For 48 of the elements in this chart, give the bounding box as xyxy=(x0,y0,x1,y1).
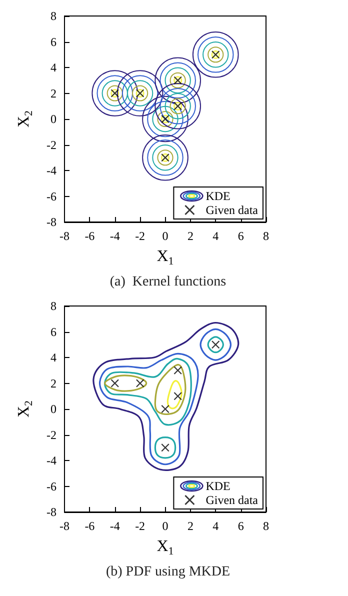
y-tick-label: -2 xyxy=(46,428,56,442)
y-tick-label: 8 xyxy=(50,9,56,23)
y-tick-label: 4 xyxy=(50,350,56,364)
x-tick-label: 2 xyxy=(187,519,194,533)
annotation: KDE xyxy=(206,479,230,493)
y-tick-label: -6 xyxy=(46,189,56,204)
y-tick-label: -6 xyxy=(46,479,56,494)
x-tick-label: -4 xyxy=(110,519,120,533)
y-tick-label: -2 xyxy=(46,138,56,152)
x-tick-label: -6 xyxy=(84,229,95,243)
x-tick-label: 6 xyxy=(238,229,244,243)
x-tick-label: 0 xyxy=(162,229,168,243)
annotation: KDE xyxy=(206,189,230,203)
y-axis-title: X2 xyxy=(16,110,35,128)
x-tick-label: 8 xyxy=(263,229,269,243)
point xyxy=(110,379,119,388)
legend-label: Given data xyxy=(206,493,259,507)
x-tick-label: 8 xyxy=(263,519,269,533)
y-tick-label: 2 xyxy=(50,376,56,390)
x-tick-label: -6 xyxy=(84,519,95,533)
x-tick-label: 6 xyxy=(238,519,244,533)
y-tick-label: 0 xyxy=(50,402,56,416)
x-tick-label: -4 xyxy=(110,229,120,243)
x-tick-label: -2 xyxy=(135,519,146,533)
y-axis-title: X2 xyxy=(16,400,35,418)
x-tick-label: -8 xyxy=(60,519,70,533)
x-tick-label: 4 xyxy=(212,519,219,533)
legend-label: Given data xyxy=(206,203,259,217)
text: (b) PDF using MKDE xyxy=(106,564,230,580)
point xyxy=(174,366,182,374)
y-tick-label: 4 xyxy=(50,60,56,74)
x-tick-label: 0 xyxy=(162,519,168,533)
point xyxy=(136,379,144,388)
y-tick-label: -4 xyxy=(46,454,56,468)
y-tick-label: 0 xyxy=(50,112,56,126)
x-tick-label: -8 xyxy=(60,229,70,243)
y-tick-label: -8 xyxy=(46,215,56,229)
point xyxy=(161,405,170,413)
y-tick-label: -4 xyxy=(46,164,56,178)
x-tick-label: -2 xyxy=(135,229,146,243)
x-tick-label: 2 xyxy=(187,229,194,243)
y-tick-label: 2 xyxy=(50,86,56,100)
y-tick-label: 6 xyxy=(50,324,56,339)
y-tick-label: -8 xyxy=(46,505,56,519)
y-tick-label: 8 xyxy=(50,299,56,313)
y-tick-label: 6 xyxy=(50,34,56,49)
x-tick-label: 4 xyxy=(212,229,219,243)
text: (a) Kernel functions xyxy=(110,274,226,290)
